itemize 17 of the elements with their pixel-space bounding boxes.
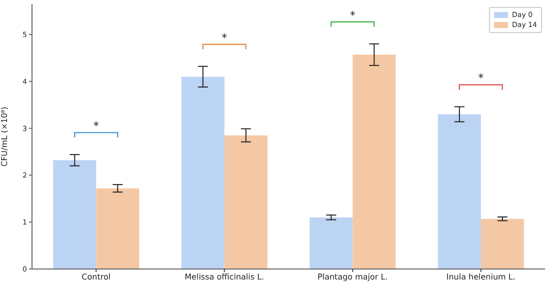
x-tick-label: Control <box>82 272 111 282</box>
bar <box>96 188 140 269</box>
bar <box>352 54 396 269</box>
x-tick-label: Plantago major L. <box>318 272 388 282</box>
annotation: * <box>350 8 356 22</box>
bar <box>438 114 481 269</box>
annotation: * <box>222 31 228 44</box>
bar <box>53 160 96 269</box>
bar <box>224 135 268 269</box>
bar <box>310 217 353 269</box>
annotation: * <box>478 72 484 85</box>
bar <box>181 76 224 269</box>
x-tick-label: Melissa officinalis L. <box>184 272 264 282</box>
annotation: * <box>93 120 100 133</box>
x-tick-label: Inula helenium L. <box>446 272 516 282</box>
y-axis-title: CFU/mL (×10⁸) <box>0 106 9 166</box>
bar <box>480 218 524 269</box>
